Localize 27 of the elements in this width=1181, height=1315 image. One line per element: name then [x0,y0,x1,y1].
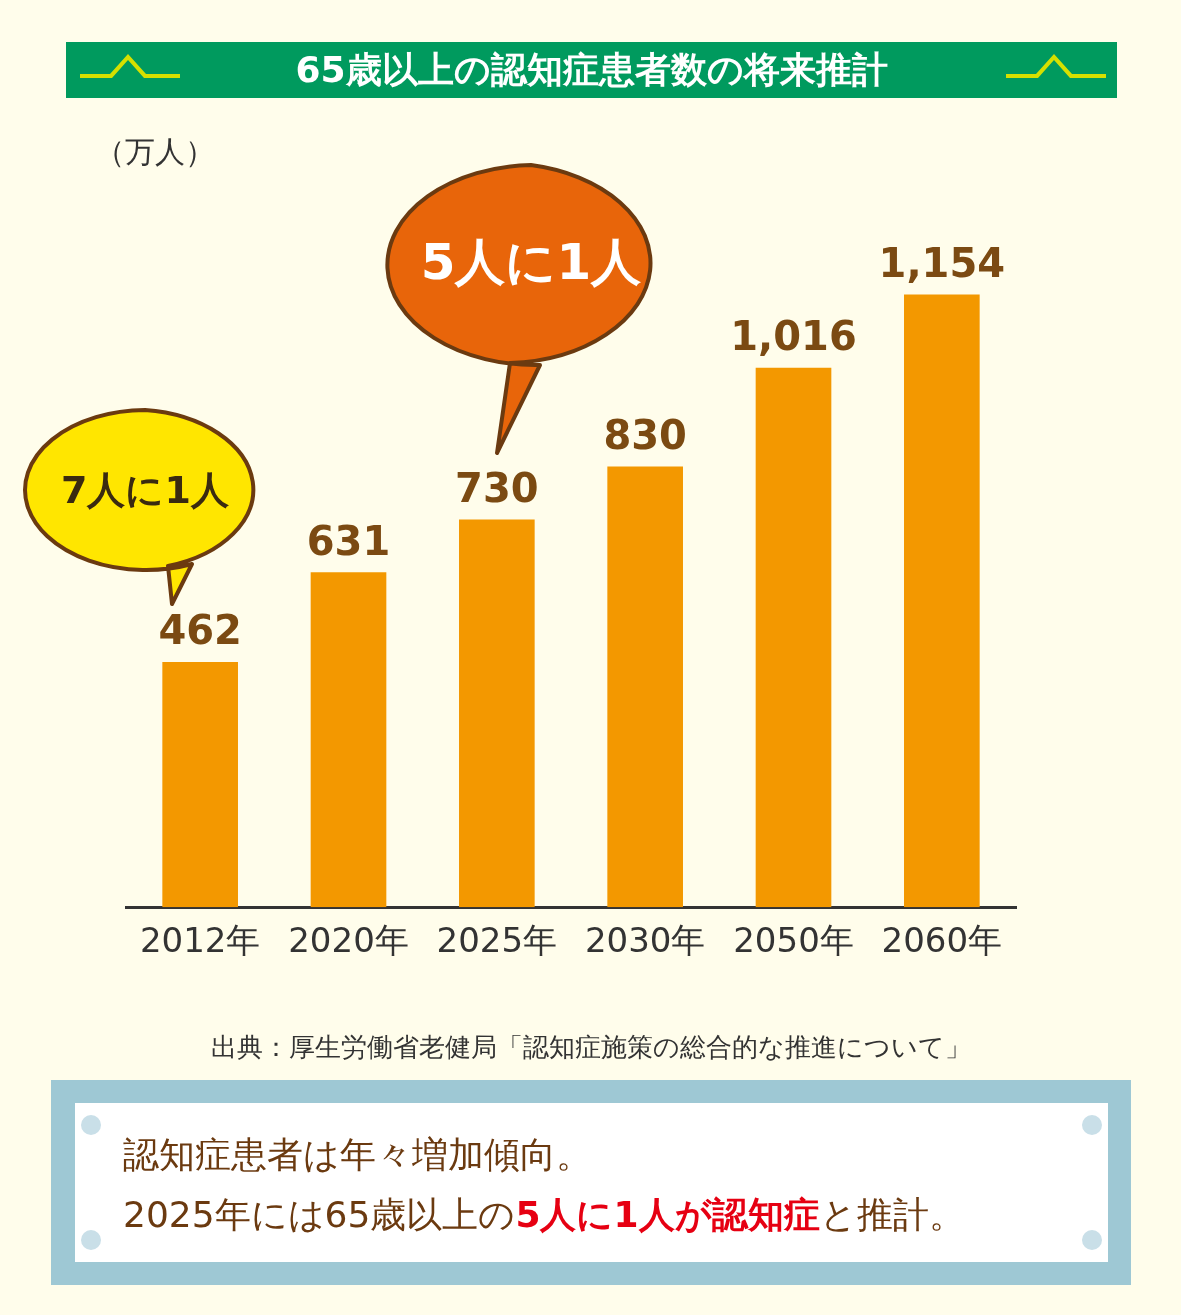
bar [310,572,387,908]
x-tick-label: 2020年 [288,920,409,961]
text: 2025年には65歳以上の [123,1194,516,1235]
data-label: 830 [603,411,687,458]
chart-title: 65歳以上の認知症患者数の将来推計 [66,44,1117,96]
x-tick-label: 2012年 [139,920,261,961]
bar [162,661,238,908]
source-note: 出典：厚生労働省老健局「認知症施策の総合的な推進について」 [209,1031,972,1064]
data-label: 1,154 [878,239,1006,286]
data-label: 730 [455,464,539,511]
text: 認知症患者は年々増加傾向。 [123,1133,592,1177]
data-label: 1,016 [730,313,857,360]
x-tick-label: 2025年 [436,920,558,961]
text: 5人に1人 [420,231,642,293]
bar [459,519,535,908]
bar [904,294,980,908]
y-axis-title: （万人） [95,133,215,171]
data-label: 462 [158,607,242,654]
text: と推計。 [819,1194,965,1235]
bar [755,367,832,908]
annotation: 7人に1人 [61,466,229,514]
x-tick-label: 2060年 [881,920,1003,961]
x-tick-label: 2050年 [733,920,854,961]
bar [607,466,683,908]
text: 5人に1人が認知症 [515,1194,820,1235]
data-label: 631 [306,517,391,564]
x-tick-label: 2030年 [584,920,706,961]
